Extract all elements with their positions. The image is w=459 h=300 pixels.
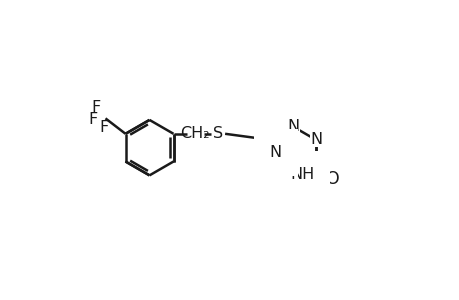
Text: CH₂: CH₂ [180, 126, 209, 141]
Text: NH: NH [289, 167, 313, 182]
Text: F: F [91, 100, 101, 115]
Text: F: F [88, 112, 98, 127]
Text: N: N [309, 132, 322, 147]
Text: O: O [325, 170, 339, 188]
Text: N: N [287, 118, 299, 134]
Text: N: N [269, 145, 281, 160]
Text: F: F [99, 120, 108, 135]
Text: S: S [213, 126, 223, 141]
